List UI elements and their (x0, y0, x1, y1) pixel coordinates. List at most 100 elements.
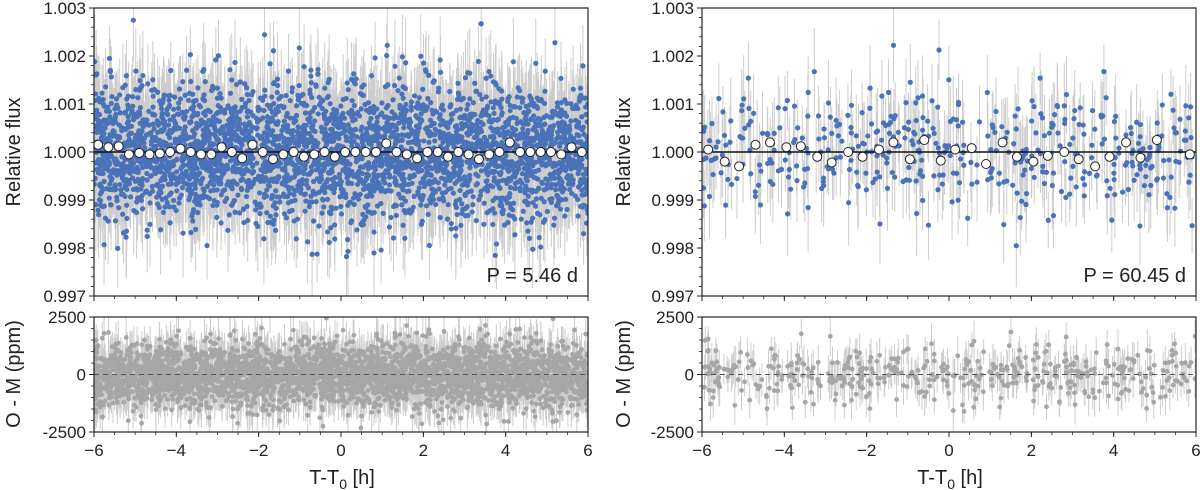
data-point (481, 221, 487, 227)
data-layer (94, 8, 588, 296)
data-point (150, 77, 156, 83)
data-point (146, 108, 152, 114)
data-point (530, 163, 536, 169)
data-point (584, 119, 588, 125)
data-point (195, 209, 201, 216)
data-point (557, 206, 564, 212)
data-point (475, 58, 481, 65)
data-point (173, 169, 180, 175)
data-point (536, 167, 542, 173)
data-point (437, 69, 444, 75)
data-point (582, 191, 588, 198)
data-point (472, 80, 478, 86)
data-point (368, 73, 375, 79)
data-point (391, 203, 397, 210)
data-point (246, 97, 252, 104)
data-point (326, 76, 332, 82)
data-point (420, 60, 427, 66)
data-point (201, 97, 208, 104)
data-point (388, 214, 394, 221)
data-point (244, 203, 250, 210)
data-point (201, 92, 207, 98)
data-point (159, 183, 166, 189)
data-point (270, 48, 277, 54)
data-point (244, 85, 250, 91)
data-point (444, 216, 451, 222)
data-point (413, 113, 419, 119)
data-point (324, 94, 330, 101)
data-point (321, 204, 327, 210)
data-point (176, 86, 183, 92)
data-point (269, 94, 275, 100)
data-point (400, 95, 406, 101)
data-point (358, 106, 364, 112)
data-point (437, 57, 443, 63)
data-point (366, 120, 372, 126)
data-point (128, 194, 134, 200)
data-point (354, 227, 360, 233)
data-point (218, 192, 224, 198)
data-point (558, 100, 564, 106)
data-point (343, 253, 350, 260)
data-point (576, 98, 582, 104)
data-point (144, 177, 150, 183)
data-point (273, 212, 279, 218)
data-point (390, 235, 397, 241)
data-point (192, 185, 198, 191)
data-point (488, 99, 494, 105)
data-point (525, 193, 531, 199)
data-point (243, 193, 250, 200)
data-point (272, 227, 279, 233)
data-point (579, 114, 585, 120)
data-point (506, 212, 512, 218)
data-point (150, 111, 156, 117)
data-point (542, 68, 548, 74)
data-point (437, 122, 444, 128)
data-point (408, 99, 415, 105)
data-point (553, 182, 559, 188)
data-point (432, 138, 438, 144)
data-point (355, 181, 361, 187)
data-point (123, 234, 129, 240)
data-point (569, 190, 575, 197)
data-point (470, 194, 476, 200)
data-point (254, 160, 260, 166)
data-point (265, 219, 271, 226)
data-point (326, 239, 332, 246)
data-point (260, 97, 266, 103)
data-point (493, 241, 500, 247)
data-point (101, 178, 107, 184)
data-point (355, 196, 362, 202)
data-point (473, 218, 479, 224)
data-point (261, 236, 267, 242)
data-point (584, 220, 588, 226)
data-point (307, 87, 313, 93)
data-point (237, 210, 243, 216)
data-point (122, 110, 128, 116)
data-point (194, 177, 200, 183)
data-point (262, 87, 268, 93)
data-point (261, 32, 268, 38)
data-point (431, 78, 437, 84)
data-point (293, 103, 300, 109)
data-point (295, 97, 301, 103)
data-point (426, 242, 432, 248)
data-point (409, 180, 415, 186)
data-point (175, 105, 182, 111)
data-point (149, 183, 155, 189)
data-point (264, 114, 271, 120)
data-point (335, 125, 342, 131)
data-point (525, 228, 531, 234)
data-point (200, 68, 206, 75)
data-point (170, 113, 177, 120)
data-point (428, 100, 434, 106)
data-point (130, 17, 136, 23)
data-point (187, 51, 193, 58)
data-point (250, 163, 256, 169)
data-point (162, 204, 168, 210)
data-point (371, 171, 377, 177)
data-point (432, 126, 438, 132)
data-point (155, 201, 161, 207)
data-point (537, 212, 543, 218)
